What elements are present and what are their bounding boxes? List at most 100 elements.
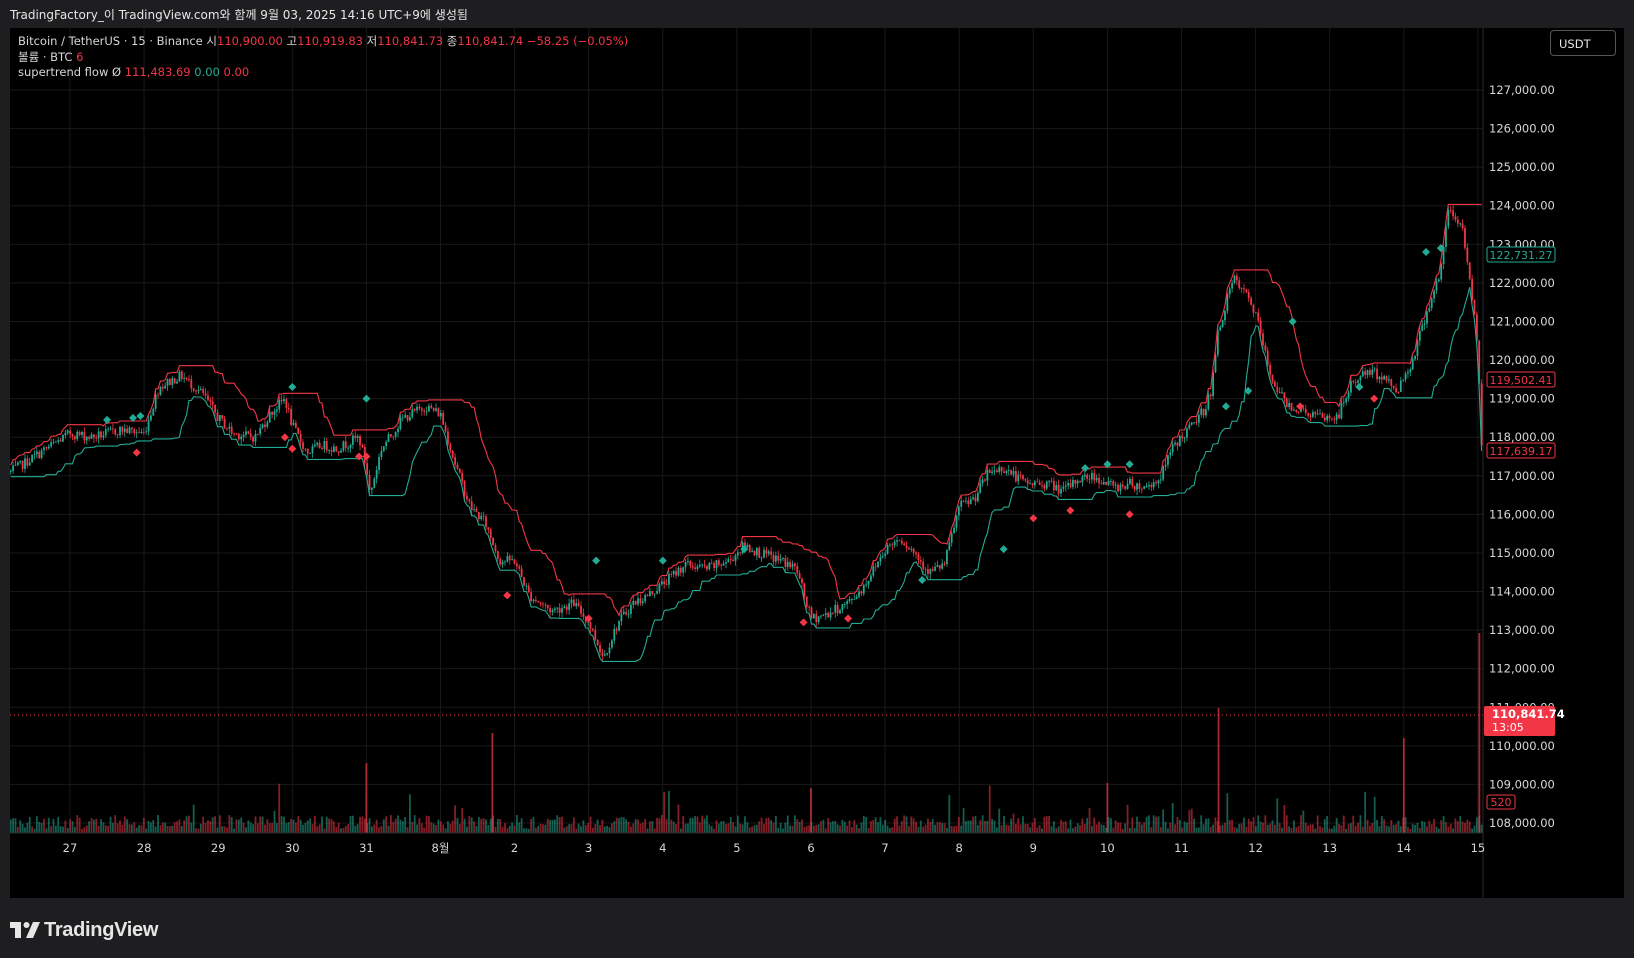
volume-bar — [406, 827, 409, 833]
volume-bar — [195, 828, 197, 833]
y-tick-label: 117,000.00 — [1489, 469, 1555, 483]
candle-body — [145, 431, 148, 433]
volume-bar — [1376, 819, 1378, 833]
volume-bar — [176, 821, 178, 833]
volume-bar — [428, 815, 430, 833]
volume-bar — [1314, 828, 1317, 833]
candle-body — [708, 563, 711, 570]
candle-body — [558, 607, 561, 613]
candle-body — [1067, 482, 1070, 486]
volume-bar — [988, 785, 991, 833]
candle-body — [710, 563, 713, 564]
candle-body — [734, 555, 737, 561]
candle-body — [1033, 481, 1036, 486]
candle-body — [1243, 288, 1245, 290]
volume-bar — [344, 825, 347, 833]
volume-bar — [941, 823, 944, 833]
candle-body — [81, 431, 83, 435]
candle-body — [40, 450, 43, 459]
volume-bar — [1354, 825, 1357, 833]
candle-body — [199, 388, 202, 390]
volume-bar — [354, 825, 357, 833]
price-chart[interactable]: 108,000.00109,000.00110,000.00111,000.00… — [10, 28, 1624, 898]
candle-body — [114, 429, 117, 435]
volume-bar — [741, 824, 744, 833]
candle-body — [344, 441, 347, 448]
volume-bar — [1195, 827, 1198, 833]
volume-bar — [603, 826, 606, 833]
volume-bar — [482, 818, 485, 833]
candle-body — [843, 604, 846, 605]
volume-bar — [896, 816, 898, 833]
volume-bar — [824, 828, 827, 833]
candle-body — [563, 606, 566, 609]
y-tick-label: 115,000.00 — [1489, 546, 1555, 560]
candle-body — [202, 388, 205, 394]
candle-body — [1333, 418, 1336, 420]
currency-button[interactable]: USDT — [1550, 30, 1616, 56]
volume-bar — [302, 824, 304, 833]
volume-bar — [884, 819, 887, 833]
volume-bar — [1452, 828, 1454, 833]
volume-bar — [611, 823, 613, 833]
candle-body — [518, 566, 521, 569]
candle-body — [649, 591, 651, 597]
volume-bar — [485, 819, 487, 833]
sell-signal-marker — [799, 618, 808, 627]
volume-label[interactable]: 볼륨 · BTC — [18, 50, 73, 64]
symbol-name[interactable]: Bitcoin / TetherUS · 15 · Binance — [18, 34, 203, 48]
candle-body — [57, 440, 60, 442]
volume-bar — [995, 827, 998, 833]
candle-body — [437, 408, 440, 417]
candle-body — [88, 436, 91, 439]
volume-bar — [126, 819, 129, 833]
volume-bar — [97, 825, 100, 833]
candle-body — [100, 431, 102, 438]
volume-bar — [1205, 818, 1207, 833]
volume-bar — [1022, 816, 1024, 833]
candle-body — [632, 601, 635, 605]
candle-body — [679, 568, 682, 573]
candle-body — [192, 388, 195, 391]
candle-body — [606, 653, 609, 655]
candle-body — [428, 405, 430, 412]
candle-body — [285, 399, 288, 408]
candle-body — [827, 613, 830, 618]
volume-bar — [772, 822, 775, 833]
buy-signal-marker — [103, 415, 112, 424]
volume-bar — [69, 819, 72, 833]
last-price-value: 110,841.74 — [1492, 707, 1565, 721]
volume-bar — [843, 821, 846, 833]
candle-body — [35, 451, 38, 455]
candle-body — [855, 596, 858, 600]
candle-body — [299, 433, 302, 443]
indicator-label[interactable]: supertrend flow — [18, 65, 109, 79]
y-tick-label: 121,000.00 — [1489, 314, 1555, 328]
volume-bar — [950, 825, 953, 833]
candle-body — [482, 515, 485, 517]
volume-bar — [1411, 823, 1414, 833]
candle-body — [677, 568, 680, 576]
volume-bar — [209, 821, 212, 833]
y-tick-label: 113,000.00 — [1489, 623, 1555, 637]
candle-body — [294, 422, 297, 428]
candle-body — [812, 614, 815, 619]
candle-body — [1150, 484, 1153, 488]
volume-bar — [131, 824, 133, 833]
volume-bar — [822, 819, 825, 833]
volume-bar — [52, 818, 55, 833]
volume-bar — [1338, 823, 1340, 833]
volume-bar — [582, 820, 585, 833]
volume-bar — [1193, 818, 1195, 833]
volume-bar — [1461, 821, 1464, 833]
candle-body — [1449, 210, 1452, 211]
volume-bar — [261, 816, 264, 833]
candle-body — [1159, 479, 1162, 481]
volume-bar — [670, 819, 673, 833]
volume-bar — [974, 815, 977, 833]
candle-body — [292, 422, 295, 425]
chart-panel[interactable]: 108,000.00109,000.00110,000.00111,000.00… — [10, 28, 1624, 898]
candle-body — [511, 559, 514, 561]
volume-bar — [1003, 815, 1005, 833]
tradingview-logo[interactable]: TradingView — [10, 918, 158, 942]
